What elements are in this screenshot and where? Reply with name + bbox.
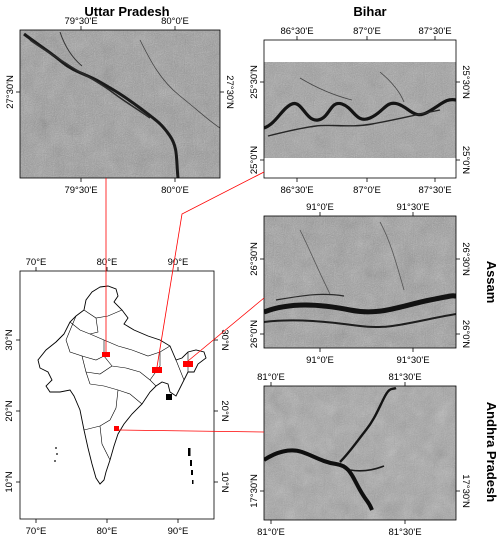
india-xtick-bottom-2: 90°E — [168, 526, 189, 537]
assam-ytick-left-0: 26°30'N — [249, 242, 260, 276]
india-ytick-right-1: 20°N — [219, 400, 230, 421]
india-ytick-right-2: 10°N — [219, 471, 230, 492]
connector-andhra-pradesh — [118, 429, 265, 433]
river-channel — [264, 448, 374, 511]
panel-bihar: 86°30'E 87°0'E 87°30'E 86°30'E 87°0'E 87… — [249, 26, 471, 196]
bihar-ytick-left-1: 25°0'N — [249, 146, 260, 174]
connector-bihar — [156, 171, 265, 368]
title-andhra-pradesh: Andhra Pradesh — [484, 402, 499, 502]
bihar-ytick-right-1: 25°0'N — [460, 146, 471, 174]
bihar-ytick-right-0: 25°30'N — [460, 65, 471, 99]
india-map: 70°E 80°E 90°E 70°E 80°E 90°E 30°N 20°N … — [4, 257, 230, 537]
ap-ytick-left: 17°30'N — [249, 474, 260, 508]
up-ytick-right: 27°30'N — [224, 75, 235, 109]
up-xtick-top-1: 80°0'E — [161, 16, 189, 27]
assam-xtick-bottom-1: 91°30'E — [396, 355, 429, 366]
up-xtick-bottom-1: 80°0'E — [161, 185, 189, 196]
panel-assam: 91°0'E 91°30'E 91°0'E 91°30'E 26°30'N 26… — [249, 202, 471, 366]
ap-xtick-bottom-1: 81°30'E — [388, 527, 421, 538]
connector-lines — [105, 171, 265, 433]
india-outline — [37, 285, 207, 485]
up-ytick-left: 27°30'N — [5, 75, 16, 109]
india-xtick-top-1: 80°E — [97, 257, 118, 268]
assam-ytick-right-0: 26°30'N — [460, 242, 471, 276]
ap-xtick-top-1: 81°30'E — [388, 372, 421, 383]
bihar-ytick-left-0: 25°30'N — [249, 65, 260, 99]
bihar-xtick-bottom-2: 87°30'E — [418, 185, 451, 196]
bihar-xtick-bottom-0: 86°30'E — [280, 185, 313, 196]
panel-andhra-pradesh: 81°0'E 81°30'E 81°0'E 81°30'E 17°30'N 17… — [249, 372, 471, 538]
india-xtick-bottom-1: 80°E — [97, 526, 118, 537]
india-xtick-top-2: 90°E — [168, 257, 189, 268]
up-xtick-bottom-0: 79°30'E — [64, 185, 97, 196]
bihar-xtick-top-1: 87°0'E — [353, 26, 381, 37]
bihar-xtick-bottom-1: 87°0'E — [353, 185, 381, 196]
ap-ytick-right: 17°30'N — [460, 474, 471, 508]
highlight-andhra-pradesh — [114, 426, 119, 431]
title-bihar: Bihar — [353, 4, 386, 19]
india-xtick-bottom-0: 70°E — [26, 526, 47, 537]
assam-xtick-top-0: 91°0'E — [306, 202, 334, 213]
india-ytick-right-0: 30°N — [219, 329, 230, 350]
title-uttar-pradesh: Uttar Pradesh — [84, 4, 169, 19]
connector-assam — [187, 297, 265, 362]
ap-xtick-bottom-0: 81°0'E — [257, 527, 285, 538]
india-ytick-left-2: 10°N — [4, 471, 15, 492]
title-assam: Assam — [484, 261, 499, 304]
islands — [54, 447, 194, 484]
highlight-uttar-pradesh — [102, 352, 110, 357]
india-ytick-left-1: 20°N — [4, 400, 15, 421]
panel-uttar-pradesh: 79°30'E 80°0'E 79°30'E 80°0'E 27°30'N 27… — [5, 16, 235, 196]
ap-xtick-top-0: 81°0'E — [257, 372, 285, 383]
india-xtick-top-0: 70°E — [26, 257, 47, 268]
assam-xtick-top-1: 91°30'E — [396, 202, 429, 213]
up-xtick-top-0: 79°30'E — [64, 16, 97, 27]
assam-ytick-right-1: 26°0'N — [460, 320, 471, 348]
assam-ytick-left-1: 26°0'N — [249, 320, 260, 348]
assam-xtick-bottom-0: 91°0'E — [306, 355, 334, 366]
bihar-xtick-top-2: 87°30'E — [418, 26, 451, 37]
bihar-xtick-top-0: 86°30'E — [280, 26, 313, 37]
highlight-bihar — [152, 367, 162, 373]
india-ytick-left-0: 30°N — [4, 329, 15, 350]
river-channel — [264, 293, 456, 315]
highlight-assam — [183, 361, 193, 367]
